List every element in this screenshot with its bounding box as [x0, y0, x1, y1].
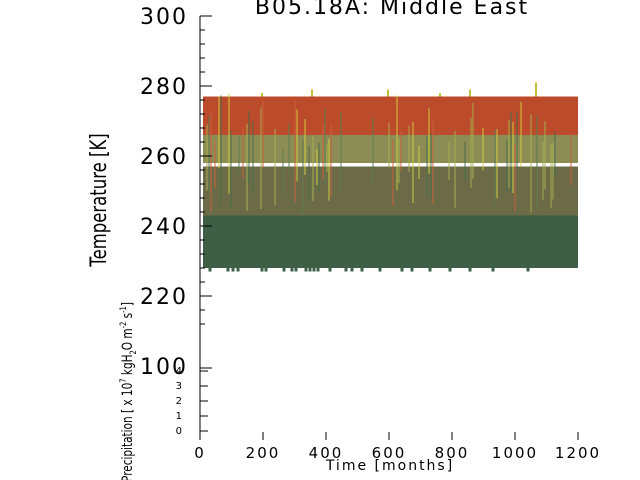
precipitation-y-axis-label: Precipitation [ x 107 kgH2O m-2 s-1] [118, 302, 138, 480]
precip-tick-label-large: 100 [140, 355, 188, 380]
x-tick-label: 0 [194, 444, 206, 462]
precip-tick-label: 2 [176, 396, 182, 407]
y-tick-label: 260 [140, 145, 188, 170]
x-tick-label: 1000 [492, 444, 538, 462]
temperature-y-axis-label: Temperature [K] [86, 133, 112, 267]
temperature-y-ticks: 220 240 260 280 300 [140, 5, 212, 325]
x-axis-ticks: 0 200 400 600 800 1000 1200 [194, 432, 601, 462]
y-tick-label: 220 [140, 285, 188, 310]
band-1-0 [203, 135, 578, 163]
x-tick-label: 1200 [555, 444, 601, 462]
chart-title: B05.18A: Middle East [255, 0, 529, 20]
temperature-bars [203, 82, 578, 272]
x-tick-label: 200 [246, 444, 281, 462]
precipitation-y-ticks: 100 0 1 2 3 4 [140, 355, 212, 437]
precip-tick-label: 3 [176, 381, 182, 392]
precip-tick-label: 1 [176, 411, 182, 422]
x-tick-label: 800 [435, 444, 470, 462]
precip-tick-label: 0 [176, 426, 182, 437]
y-tick-label: 280 [140, 75, 188, 100]
x-tick-label: 600 [372, 444, 407, 462]
band-3-0 [203, 215, 578, 268]
precip-tick-label: 4 [176, 366, 182, 377]
x-tick-label: 400 [309, 444, 344, 462]
y-tick-label: 300 [140, 5, 188, 30]
y-tick-label: 240 [140, 215, 188, 240]
band-2-0 [203, 166, 578, 216]
x-axis-label: Time [months] [325, 458, 454, 474]
